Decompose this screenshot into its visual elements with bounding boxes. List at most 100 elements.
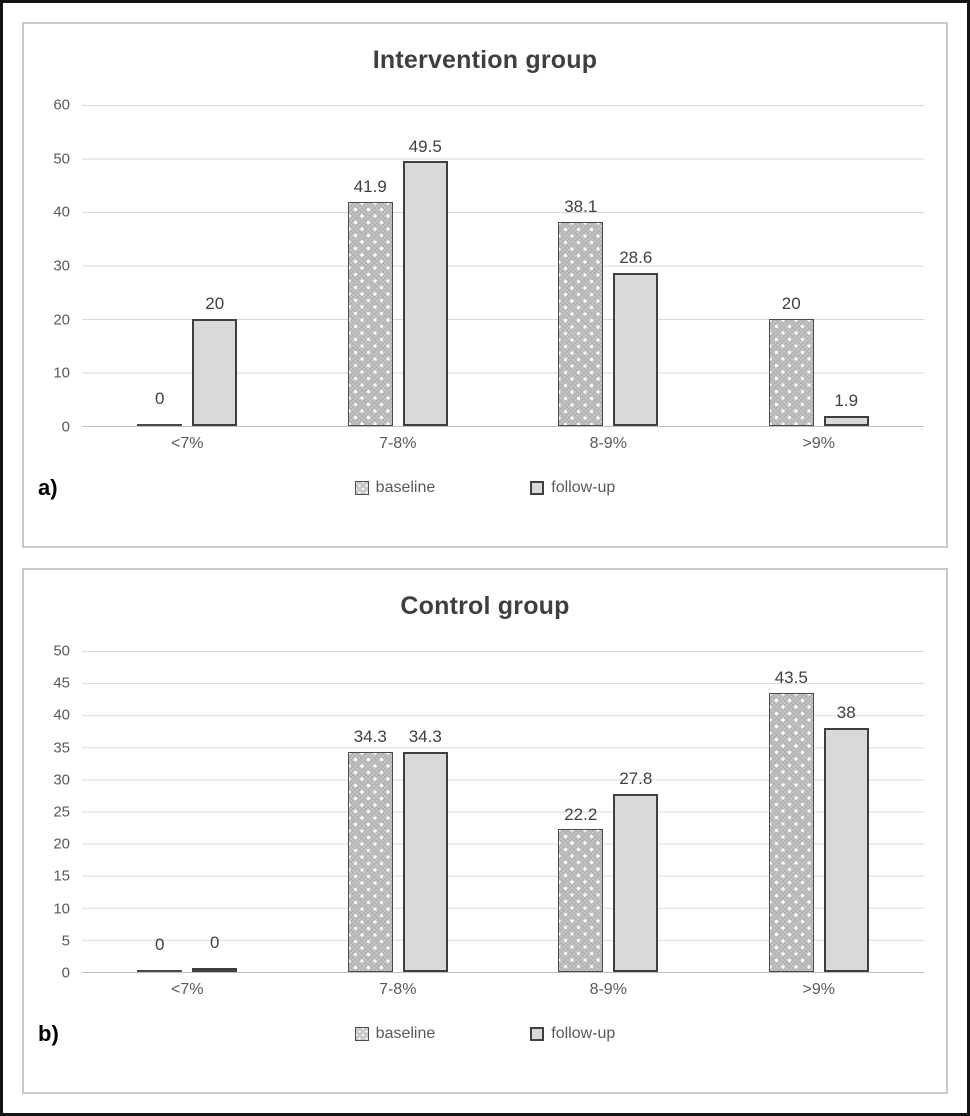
bar-baseline-8-9 — [558, 829, 604, 972]
y-tick-label: 45 — [53, 674, 70, 692]
followup-swatch-icon — [530, 1027, 545, 1041]
category-group-gt9: 43.5 38 — [714, 651, 925, 972]
bar-wrap: 49.5 — [402, 105, 448, 426]
bar-value-label: 20 — [205, 294, 225, 314]
legend-label-baseline: baseline — [375, 1025, 436, 1042]
bar-wrap: 28.6 — [613, 105, 659, 426]
legend-label-followup: follow-up — [551, 1025, 616, 1042]
y-tick-label: 0 — [61, 964, 70, 982]
y-tick-label: 15 — [53, 867, 70, 885]
bar-wrap: 0 — [137, 105, 183, 426]
y-tick-label: 40 — [53, 203, 70, 221]
y-tick-label: 40 — [53, 706, 70, 724]
category-group-lt7: 0 0 — [82, 651, 293, 972]
bar-baseline-lt7 — [137, 424, 183, 426]
plot-area-intervention: 0 20 41.9 49.5 — [82, 105, 924, 427]
y-tick-label: 0 — [61, 418, 70, 436]
bar-followup-lt7 — [192, 968, 238, 972]
y-tick-label: 5 — [61, 932, 70, 950]
panel-footer: b) baseline follow-up — [24, 1015, 946, 1063]
panel-footer: a) baseline follow-up — [24, 469, 946, 517]
legend-item-baseline: baseline — [354, 479, 436, 497]
bar-value-label: 34.3 — [353, 727, 387, 747]
bar-wrap: 0 — [137, 651, 183, 972]
bar-followup-8-9 — [613, 793, 659, 972]
chart-panel-intervention: Intervention group 60 50 40 30 20 10 0 0 — [22, 22, 948, 548]
category-group-8-9: 22.2 27.8 — [503, 651, 714, 972]
bar-wrap: 43.5 — [768, 651, 814, 972]
legend-intervention: baseline follow-up — [24, 469, 946, 497]
y-tick-label: 50 — [53, 150, 70, 168]
x-tick-label: <7% — [171, 435, 204, 452]
legend-label-baseline: baseline — [375, 479, 436, 496]
y-tick-label: 30 — [53, 257, 70, 275]
bar-value-label: 41.9 — [353, 177, 387, 197]
bar-wrap: 20 — [768, 105, 814, 426]
bar-followup-gt9 — [823, 415, 869, 426]
bar-followup-7-8 — [402, 161, 448, 426]
bar-wrap: 41.9 — [347, 105, 393, 426]
plot-area-control: 0 0 34.3 34.3 — [82, 651, 924, 973]
followup-swatch-icon — [530, 481, 545, 495]
bar-value-label: 1.9 — [834, 391, 859, 411]
bar-wrap: 38 — [823, 651, 869, 972]
bar-followup-gt9 — [823, 728, 869, 972]
bar-value-label: 38 — [836, 703, 856, 723]
plot-row: 50 45 40 35 30 25 20 15 10 5 0 0 — [24, 643, 924, 982]
bar-baseline-7-8 — [347, 751, 393, 972]
bar-value-label: 28.6 — [619, 248, 653, 268]
x-tick-label: 7-8% — [379, 435, 417, 452]
bar-value-label: 49.5 — [408, 136, 442, 156]
y-tick-label: 35 — [53, 739, 70, 757]
bar-followup-lt7 — [192, 319, 238, 426]
bar-followup-8-9 — [613, 273, 659, 426]
legend-label-followup: follow-up — [551, 479, 616, 496]
bar-wrap: 34.3 — [402, 651, 448, 972]
bar-baseline-7-8 — [347, 201, 393, 426]
y-axis-control: 50 45 40 35 30 25 20 15 10 5 0 — [24, 643, 82, 982]
bar-value-label: 0 — [155, 389, 165, 409]
x-tick-label: 8-9% — [589, 435, 627, 452]
y-tick-label: 60 — [53, 96, 70, 114]
x-tick-label: 8-9% — [589, 981, 627, 998]
bar-value-label: 34.3 — [408, 727, 442, 747]
bar-baseline-gt9 — [768, 692, 814, 972]
y-tick-label: 20 — [53, 835, 70, 853]
bar-value-label: 0 — [210, 933, 220, 953]
legend-item-followup: follow-up — [530, 479, 615, 497]
x-tick-label: 7-8% — [379, 981, 417, 998]
y-tick-label: 30 — [53, 771, 70, 789]
bar-wrap: 27.8 — [613, 651, 659, 972]
bar-value-label: 20 — [781, 294, 801, 314]
category-group-7-8: 34.3 34.3 — [293, 651, 504, 972]
y-tick-label: 50 — [53, 642, 70, 660]
y-tick-label: 20 — [53, 311, 70, 329]
bar-value-label: 27.8 — [619, 768, 653, 788]
bar-baseline-lt7 — [137, 970, 183, 972]
plot-row: 60 50 40 30 20 10 0 0 20 — [24, 97, 924, 436]
bar-wrap: 0 — [192, 651, 238, 972]
category-group-7-8: 41.9 49.5 — [293, 105, 504, 426]
baseline-pattern-swatch-icon — [354, 1027, 369, 1041]
bar-wrap: 20 — [192, 105, 238, 426]
chart-title-intervention: Intervention group — [372, 46, 598, 74]
x-tick-label: <7% — [171, 981, 204, 998]
legend-control: baseline follow-up — [24, 1015, 946, 1043]
baseline-pattern-swatch-icon — [354, 481, 369, 495]
x-tick-label: >9% — [802, 981, 835, 998]
y-axis-intervention: 60 50 40 30 20 10 0 — [24, 97, 82, 436]
bar-value-label: 38.1 — [564, 197, 598, 217]
bar-wrap: 1.9 — [823, 105, 869, 426]
bar-value-label: 22.2 — [564, 804, 598, 824]
x-axis-intervention: <7% 7-8% 8-9% >9% — [82, 435, 924, 453]
category-group-gt9: 20 1.9 — [714, 105, 925, 426]
category-group-8-9: 38.1 28.6 — [503, 105, 714, 426]
bar-wrap: 34.3 — [347, 651, 393, 972]
bar-followup-7-8 — [402, 751, 448, 972]
y-tick-label: 10 — [53, 364, 70, 382]
panel-letter-b: b) — [38, 1021, 59, 1046]
legend-item-followup: follow-up — [530, 1025, 615, 1043]
bar-value-label: 0 — [155, 935, 165, 955]
bar-baseline-gt9 — [768, 319, 814, 426]
